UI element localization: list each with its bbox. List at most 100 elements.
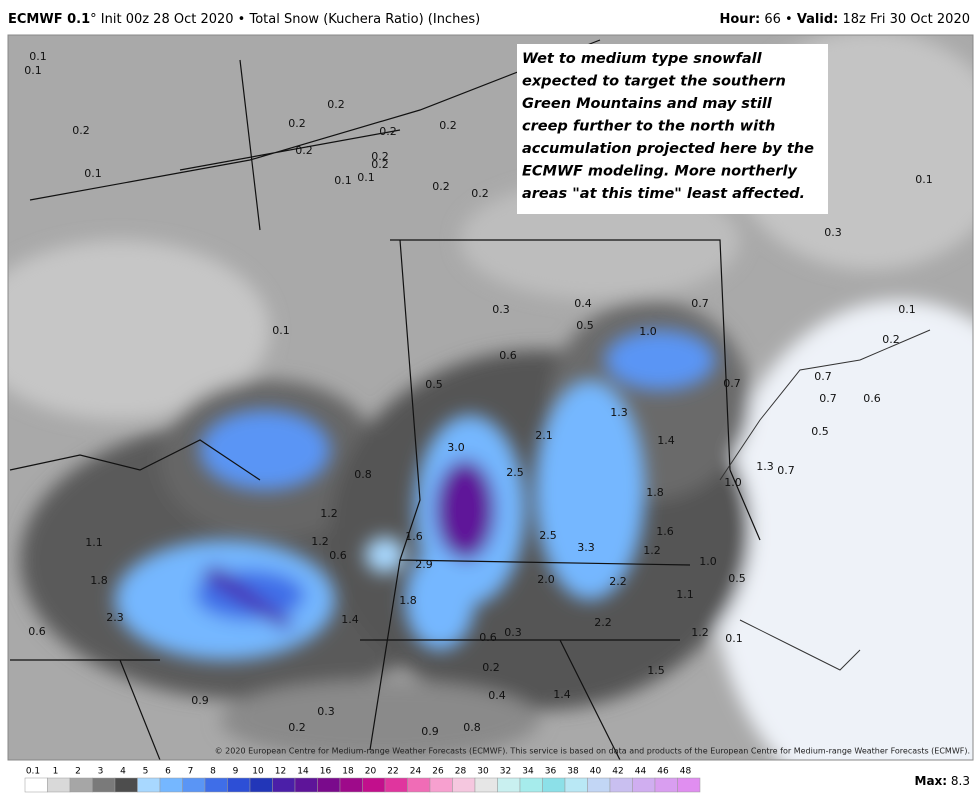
map-value-label: 0.3	[492, 303, 510, 316]
colorbar-tick-label: 38	[567, 767, 579, 777]
map-value-label: 0.6	[329, 549, 347, 562]
annotation-line: ECMWF modeling. More northerly	[522, 164, 797, 180]
map-value-label: 2.9	[415, 558, 433, 571]
annotation: Wet to medium type snowfall expected to t…	[522, 51, 814, 202]
map-value-label: 0.8	[463, 721, 481, 734]
colorbar-tick-label: 3	[98, 767, 104, 777]
colorbar-swatch	[317, 777, 341, 793]
max-label: Max:	[915, 774, 948, 788]
colorbar-tick-label: 28	[455, 767, 467, 777]
map-value-label: 2.5	[539, 529, 557, 542]
max: Max: 8.3	[915, 774, 971, 788]
map-value-label: 1.6	[405, 530, 423, 543]
map-value-label: 0.5	[425, 378, 443, 391]
map-value-label: 2.1	[535, 429, 553, 442]
map-labels: 0.10.10.20.20.20.2 0.20.2 0.20.20.10.1 0.10…	[24, 50, 933, 738]
colorbar-swatch	[609, 777, 633, 793]
annotation-line: Green Mountains and may still	[522, 96, 773, 112]
colorbar-tick-label: 9	[233, 767, 239, 777]
header-left: ECMWF 0.1° Init 00z 28 Oct 2020 • Total …	[8, 12, 480, 27]
colorbar-tick-label: 42	[612, 767, 623, 777]
map-value-label: 0.3	[317, 705, 335, 718]
colorbar-swatch	[182, 777, 206, 793]
colorbar-swatch	[159, 777, 183, 793]
colorbar-tick-label: 46	[657, 767, 669, 777]
colorbar-swatch	[497, 777, 521, 793]
colorbar-swatch	[519, 777, 543, 793]
colorbar-tick-label: 1	[53, 767, 59, 777]
map-value-label: 1.2	[320, 507, 338, 520]
map-value-label: 0.2	[371, 150, 389, 163]
map-value-label: 0.3	[824, 226, 842, 239]
colorbar-swatch	[654, 777, 678, 793]
map-value-label: 2.3	[106, 611, 124, 624]
map	[7, 34, 974, 761]
map-value-label: 0.7	[723, 377, 741, 390]
map-value-label: 1.4	[341, 613, 359, 626]
map-value-label: 0.7	[777, 464, 795, 477]
colorbar-tick-label: 40	[590, 767, 602, 777]
map-value-label: 0.1	[334, 174, 352, 187]
map-value-label: 0.2	[882, 333, 900, 346]
colorbar-swatch	[474, 777, 498, 793]
colorbar-tick-label: 20	[365, 767, 377, 777]
colorbar-swatch	[227, 777, 251, 793]
colorbar-swatch	[69, 777, 93, 793]
colorbar-swatch	[249, 777, 273, 793]
colorbar-swatch	[564, 777, 588, 793]
map-value-label: 3.3	[577, 541, 595, 554]
map-value-label: 0.1	[725, 632, 743, 645]
map-value-label: 0.1	[898, 303, 916, 316]
map-value-label: 0.1	[24, 64, 42, 77]
map-value-label: 1.3	[756, 460, 774, 473]
colorbar-swatch	[362, 777, 386, 793]
colorbar-swatch	[294, 777, 318, 793]
colorbar-swatch	[272, 777, 296, 793]
map-value-label: 0.6	[499, 349, 517, 362]
map-value-label: 0.1	[357, 171, 375, 184]
map-value-label: 0.2	[288, 721, 306, 734]
map-value-label: 1.0	[639, 325, 657, 338]
colorbar-swatch	[632, 777, 656, 793]
map-value-label: 1.6	[656, 525, 674, 538]
map-value-label: 0.3	[504, 626, 522, 639]
colorbar-swatch	[429, 777, 453, 793]
map-value-label: 0.4	[488, 689, 506, 702]
colorbar-tick-label: 10	[252, 767, 264, 777]
colorbar-tick-label: 44	[635, 767, 647, 777]
colorbar-swatch	[204, 777, 228, 793]
hour-label: Hour:	[720, 12, 761, 27]
init: ° Init 00z 28 Oct 2020 • Total Snow (Kuc…	[90, 12, 480, 27]
colorbar-swatch	[137, 777, 161, 793]
colorbar-tick-label: 32	[500, 767, 511, 777]
colorbar-swatch	[407, 777, 431, 793]
hour: 66 •	[764, 12, 792, 27]
annotation-line: areas "at this time" least affected.	[522, 186, 805, 202]
map-value-label: 2.2	[609, 575, 627, 588]
colorbar-tick-label: 0.1	[26, 767, 40, 777]
colorbar: 0.1 1 2 3 4 5 6 7 8 9 10 12 14 16 18 20 22 24 26 28 30 32 34 36…	[24, 767, 701, 793]
annotation-line: expected to target the southern	[522, 74, 786, 90]
header-right: Hour: 66 • Valid: 18z Fri 30 Oct 2020	[720, 12, 971, 27]
map-value-label: 0.2	[327, 98, 345, 111]
map-value-label: 1.4	[553, 688, 571, 701]
map-value-label: 3.0	[447, 441, 465, 454]
map-value-label: 1.4	[657, 434, 675, 447]
map-value-label: 2.2	[594, 616, 612, 629]
colorbar-tick-label: 4	[120, 767, 126, 777]
colorbar-swatch	[677, 777, 701, 793]
map-value-label: 0.2	[439, 119, 457, 132]
map-value-label: 1.3	[610, 406, 628, 419]
colorbar-swatch	[542, 777, 566, 793]
colorbar-swatch	[24, 777, 48, 793]
colorbar-tick-label: 34	[522, 767, 534, 777]
map-value-label: 0.6	[479, 631, 497, 644]
map-value-label: 2.5	[506, 466, 524, 479]
map-value-label: 0.2	[371, 158, 389, 171]
map-value-label: 0.2	[288, 117, 306, 130]
map-value-label: 1.2	[643, 544, 661, 557]
map-value-label: 0.5	[728, 572, 746, 585]
colorbar-tick-label: 30	[477, 767, 489, 777]
map-value-label: 0.2	[482, 661, 500, 674]
map-value-label: 1.8	[646, 486, 664, 499]
